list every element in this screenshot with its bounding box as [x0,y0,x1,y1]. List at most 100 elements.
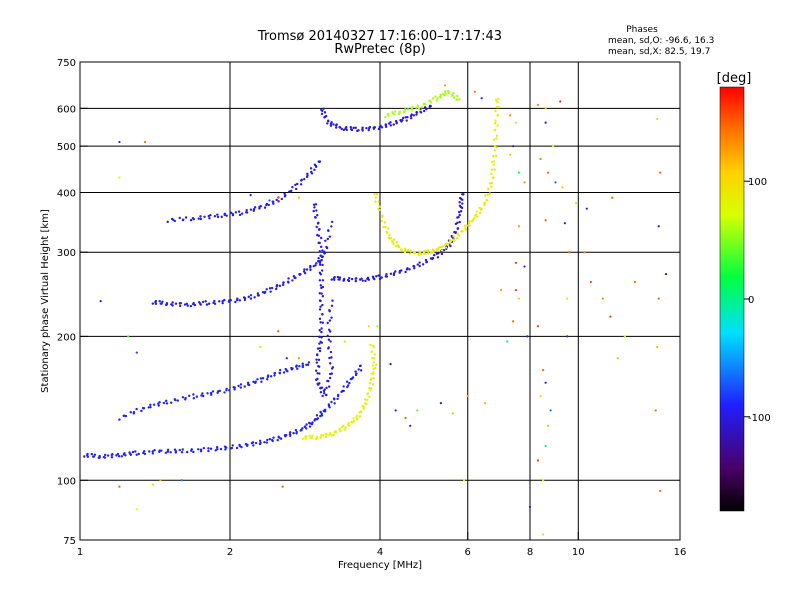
trace-point [422,109,426,113]
trace-point [157,402,160,405]
trace-point [455,236,459,240]
trace-point [83,455,86,458]
trace-point [129,410,133,414]
trace-point [444,243,447,247]
scatter-point [547,171,550,174]
trace-point [382,225,385,229]
trace-point [230,446,234,450]
trace-point [229,298,233,302]
scatter-point [611,196,614,199]
scatter-point [563,222,566,225]
trace-point [330,304,334,307]
trace-point [323,388,326,391]
trace-point [429,99,432,103]
trace-point [305,175,309,179]
scatter-point [523,181,526,184]
x-tick-label: 8 [527,547,533,558]
trace-point [362,407,365,410]
trace-point [368,395,371,399]
scatter-point [664,272,668,276]
trace-point [303,271,307,275]
trace-point [171,218,175,221]
trace-point [261,377,265,380]
trace-point [328,309,331,312]
trace-point [267,203,270,207]
trace-point [476,215,479,218]
scatter-point [466,395,469,398]
trace-point [488,192,492,195]
trace-point [375,275,378,278]
trace-point [370,377,373,380]
trace-point [493,128,497,132]
trace-point [142,407,146,410]
trace-point [377,200,380,203]
trace-point [342,385,345,388]
trace-point [318,299,322,302]
trace-point [202,446,206,450]
trace-point [456,221,459,225]
trace-point [174,302,178,305]
trace-point [231,444,234,447]
trace-point [259,441,262,445]
trace-point [259,205,263,208]
trace-point [420,106,424,109]
trace-point [93,453,97,456]
trace-point [247,295,250,299]
trace-point [195,395,199,398]
trace-point [181,396,185,399]
trace-point [436,256,440,259]
scatter-point [118,140,121,144]
trace-point [281,283,285,287]
trace-point [131,450,135,454]
trace-point [319,284,323,287]
trace-point [328,356,331,360]
trace-point [245,211,249,214]
trace-point [330,356,333,359]
trace-point [459,197,463,200]
trace-point [494,154,498,158]
trace-point [432,250,435,254]
trace-point [316,382,319,385]
trace-point [300,428,303,432]
trace-point [333,278,336,281]
trace-point [460,230,463,233]
trace-point [442,248,446,252]
trace-point [295,430,298,434]
scatter-point [506,340,509,343]
trace-point [348,276,351,280]
trace-point [387,114,390,117]
trace-point [400,120,403,123]
trace-point [192,450,195,454]
trace-point [321,295,325,298]
trace-point [160,449,163,452]
trace-point [457,233,460,237]
trace-point [496,124,499,127]
trace-point [326,237,330,241]
trace-point [318,329,321,332]
trace-point [298,273,301,276]
trace-point [184,216,188,219]
trace-point [292,431,295,435]
trace-point [444,246,448,249]
trace-point [240,445,243,449]
trace-point [296,367,299,371]
trace-point [351,421,355,424]
trace-point [143,452,147,456]
trace-point [415,113,418,116]
trace-point [384,124,388,127]
trace-point [228,389,231,392]
trace-point [426,249,430,252]
trace-point [318,372,321,375]
trace-point [492,176,495,179]
x-tick-label: 16 [674,547,687,558]
phases-o-stats: mean, sd,O: -96.6, 16.3 [608,36,714,46]
trace-point [493,149,497,152]
scatter-point [118,176,121,179]
trace-point [152,403,156,406]
trace-point [389,124,393,127]
trace-point [328,376,332,380]
trace-point [342,279,346,282]
trace-point [153,449,156,452]
trace-point [305,427,308,430]
trace-point [424,103,427,106]
